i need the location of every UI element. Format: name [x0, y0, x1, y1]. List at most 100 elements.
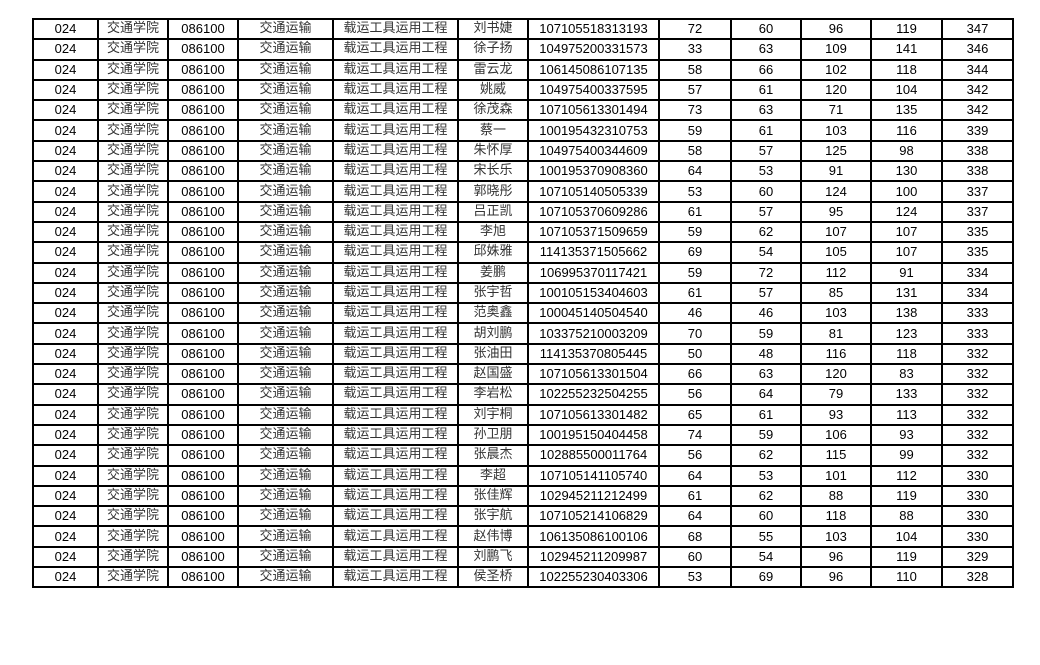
- foreign-language-score-cell: 53: [730, 464, 802, 487]
- exam-id-cell: 102945211212499: [527, 484, 660, 508]
- subject1-score-cell: 79: [800, 383, 872, 406]
- exam-id-cell: 114135370805445: [527, 342, 660, 366]
- politics-score-cell: 73: [658, 99, 732, 122]
- college-name-cell: 交通学院: [97, 58, 169, 81]
- college-name-cell: 交通学院: [97, 281, 169, 305]
- college-code-cell: 024: [32, 525, 99, 548]
- major-name-cell: 交通运输: [237, 58, 334, 81]
- exam-id-cell: 100195432310753: [527, 119, 660, 142]
- politics-score-cell: 46: [658, 302, 732, 325]
- college-code-cell: 024: [32, 566, 99, 589]
- politics-score-cell: 33: [658, 38, 732, 61]
- major-code-cell: 086100: [167, 241, 239, 264]
- foreign-language-score-cell: 64: [730, 383, 802, 406]
- major-name-cell: 交通运输: [237, 180, 334, 203]
- table-row: 024 交通学院 086100 交通运输 载运工具运用工程 姚威 1049754003375…: [32, 78, 1014, 102]
- foreign-language-score-cell: 62: [730, 220, 802, 244]
- research-direction-cell: 载运工具运用工程: [332, 78, 459, 102]
- major-name-cell: 交通运输: [237, 17, 334, 41]
- research-direction-cell: 载运工具运用工程: [332, 38, 459, 61]
- college-code-cell: 024: [32, 545, 99, 569]
- research-direction-cell: 载运工具运用工程: [332, 220, 459, 244]
- student-name-cell: 赵国盛: [457, 363, 529, 386]
- total-score-cell: 344: [941, 58, 1014, 81]
- major-code-cell: 086100: [167, 220, 239, 244]
- subject2-score-cell: 104: [870, 525, 943, 548]
- total-score-cell: 334: [941, 261, 1014, 284]
- total-score-cell: 335: [941, 241, 1014, 264]
- research-direction-cell: 载运工具运用工程: [332, 566, 459, 589]
- total-score-cell: 333: [941, 302, 1014, 325]
- student-name-cell: 姜鹏: [457, 261, 529, 284]
- foreign-language-score-cell: 63: [730, 38, 802, 61]
- college-code-cell: 024: [32, 281, 99, 305]
- major-name-cell: 交通运输: [237, 505, 334, 528]
- student-name-cell: 邱姝雅: [457, 241, 529, 264]
- total-score-cell: 337: [941, 200, 1014, 223]
- subject1-score-cell: 116: [800, 342, 872, 366]
- subject2-score-cell: 118: [870, 58, 943, 81]
- politics-score-cell: 74: [658, 423, 732, 447]
- politics-score-cell: 56: [658, 383, 732, 406]
- student-name-cell: 徐子扬: [457, 38, 529, 61]
- total-score-cell: 332: [941, 363, 1014, 386]
- subject2-score-cell: 83: [870, 363, 943, 386]
- major-name-cell: 交通运输: [237, 383, 334, 406]
- total-score-cell: 330: [941, 464, 1014, 487]
- college-name-cell: 交通学院: [97, 342, 169, 366]
- student-name-cell: 张油田: [457, 342, 529, 366]
- college-code-cell: 024: [32, 423, 99, 447]
- subject2-score-cell: 116: [870, 119, 943, 142]
- college-name-cell: 交通学院: [97, 241, 169, 264]
- table-row: 024 交通学院 086100 交通运输 载运工具运用工程 张宇航 107105214106…: [32, 505, 1014, 528]
- college-name-cell: 交通学院: [97, 38, 169, 61]
- politics-score-cell: 59: [658, 119, 732, 142]
- major-name-cell: 交通运输: [237, 220, 334, 244]
- major-name-cell: 交通运输: [237, 464, 334, 487]
- subject2-score-cell: 104: [870, 78, 943, 102]
- college-name-cell: 交通学院: [97, 525, 169, 548]
- foreign-language-score-cell: 60: [730, 17, 802, 41]
- college-name-cell: 交通学院: [97, 566, 169, 589]
- total-score-cell: 346: [941, 38, 1014, 61]
- major-name-cell: 交通运输: [237, 423, 334, 447]
- total-score-cell: 332: [941, 383, 1014, 406]
- total-score-cell: 337: [941, 180, 1014, 203]
- college-code-cell: 024: [32, 99, 99, 122]
- student-name-cell: 范奥鑫: [457, 302, 529, 325]
- table-row: 024 交通学院 086100 交通运输 载运工具运用工程 李超 1071051411057…: [32, 464, 1014, 487]
- subject1-score-cell: 120: [800, 363, 872, 386]
- major-code-cell: 086100: [167, 464, 239, 487]
- college-code-cell: 024: [32, 484, 99, 508]
- foreign-language-score-cell: 61: [730, 403, 802, 426]
- student-name-cell: 蔡一: [457, 119, 529, 142]
- subject1-score-cell: 112: [800, 261, 872, 284]
- table-row: 024 交通学院 086100 交通运输 载运工具运用工程 张油田 114135370805…: [32, 342, 1014, 366]
- foreign-language-score-cell: 72: [730, 261, 802, 284]
- table-row: 024 交通学院 086100 交通运输 载运工具运用工程 刘书婕 107105518313…: [32, 17, 1014, 41]
- major-code-cell: 086100: [167, 322, 239, 345]
- student-name-cell: 刘书婕: [457, 17, 529, 41]
- subject2-score-cell: 99: [870, 444, 943, 467]
- student-name-cell: 张宇哲: [457, 281, 529, 305]
- table-row: 024 交通学院 086100 交通运输 载运工具运用工程 胡刘鹏 103375210003…: [32, 322, 1014, 345]
- research-direction-cell: 载运工具运用工程: [332, 99, 459, 122]
- college-name-cell: 交通学院: [97, 261, 169, 284]
- exam-id-cell: 107105371509659: [527, 220, 660, 244]
- research-direction-cell: 载运工具运用工程: [332, 383, 459, 406]
- college-name-cell: 交通学院: [97, 220, 169, 244]
- total-score-cell: 347: [941, 17, 1014, 41]
- subject2-score-cell: 138: [870, 302, 943, 325]
- exam-id-cell: 103375210003209: [527, 322, 660, 345]
- college-name-cell: 交通学院: [97, 464, 169, 487]
- subject1-score-cell: 71: [800, 99, 872, 122]
- subject1-score-cell: 101: [800, 464, 872, 487]
- politics-score-cell: 53: [658, 180, 732, 203]
- table-row: 024 交通学院 086100 交通运输 载运工具运用工程 郭晓彤 107105140505…: [32, 180, 1014, 203]
- subject2-score-cell: 141: [870, 38, 943, 61]
- table-row: 024 交通学院 086100 交通运输 载运工具运用工程 吕正凯 107105370609…: [32, 200, 1014, 223]
- foreign-language-score-cell: 60: [730, 505, 802, 528]
- college-code-cell: 024: [32, 464, 99, 487]
- student-name-cell: 张佳辉: [457, 484, 529, 508]
- subject1-score-cell: 96: [800, 17, 872, 41]
